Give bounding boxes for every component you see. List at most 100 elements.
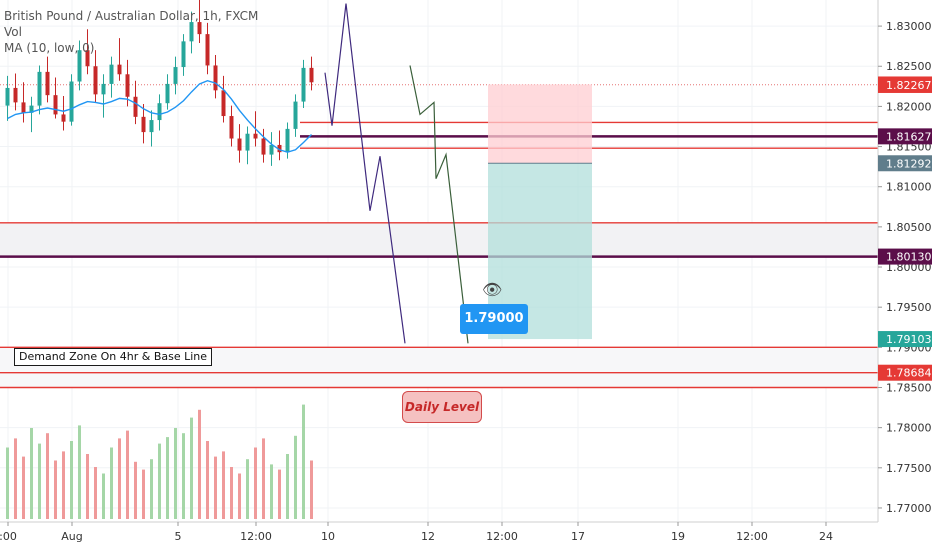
projection-arrows[interactable] xyxy=(324,3,469,344)
projection-arrow-purple xyxy=(324,3,406,344)
volume-bar xyxy=(30,428,33,519)
candle-body xyxy=(53,95,58,115)
candle-body xyxy=(245,133,250,151)
volume-bar xyxy=(14,438,17,519)
candle-body xyxy=(37,71,42,106)
volume-bar xyxy=(198,409,201,519)
candle-body xyxy=(61,114,66,122)
volume-bar xyxy=(86,454,89,519)
candle-body xyxy=(213,65,218,91)
volume-bar xyxy=(102,473,105,519)
candle-body xyxy=(101,83,106,95)
x-tick-label: :00 xyxy=(0,530,17,543)
volume-bar xyxy=(150,459,153,519)
volume-bar xyxy=(78,425,81,519)
candle-body xyxy=(229,116,234,139)
symbol-title: British Pound / Australian Dollar, 1h, F… xyxy=(4,9,259,23)
candle-body xyxy=(173,67,178,84)
candle-body xyxy=(133,96,138,117)
price-tag-label: 1.79103 xyxy=(886,333,932,346)
candle-body xyxy=(141,116,146,133)
time-axis[interactable]: :00 Aug 5 12:00 10 12 12:00 17 19 12:00 24 xyxy=(0,521,878,543)
volume-bar xyxy=(6,447,9,519)
candle-body xyxy=(261,138,266,155)
candle-body xyxy=(285,128,290,153)
volume-bar xyxy=(70,441,73,519)
volume-bar xyxy=(182,433,185,519)
volume-bar xyxy=(310,460,313,519)
volume-bar xyxy=(62,451,65,519)
candle-body xyxy=(109,64,114,84)
volume-bar xyxy=(294,435,297,519)
supply-zone-band xyxy=(0,222,878,257)
candle-body xyxy=(221,90,226,117)
volume-bar xyxy=(46,433,49,519)
x-tick-label: 19 xyxy=(671,530,685,543)
eye-icon[interactable]: 👁 xyxy=(482,280,503,299)
candle-body xyxy=(181,41,186,68)
price-tag-bg xyxy=(878,364,932,381)
volume-bar xyxy=(222,451,225,519)
x-tick-label: 5 xyxy=(175,530,182,543)
volume-bar xyxy=(142,469,145,519)
y-tick-label: 1.78500 xyxy=(886,381,932,394)
x-tick-label: 12:00 xyxy=(736,530,768,543)
daily-level-label[interactable]: Daily Level xyxy=(402,391,482,423)
candle-body xyxy=(197,22,202,35)
volume-bar xyxy=(286,454,289,519)
volume-bar xyxy=(38,443,41,519)
price-tag-label: 1.78684 xyxy=(886,367,932,380)
volume-bar xyxy=(174,428,177,519)
y-tick-label: 1.77000 xyxy=(886,502,932,515)
ma-polyline xyxy=(7,79,312,153)
stop-loss-area xyxy=(488,84,592,164)
price-tag-label: 1.80130 xyxy=(886,251,932,264)
y-tick-label: 1.83000 xyxy=(886,20,932,33)
volume-bar xyxy=(278,469,281,519)
price-tag-label: 1.81627 xyxy=(886,130,932,143)
candle-body xyxy=(29,105,34,113)
candle-body xyxy=(309,67,314,83)
volume-bar xyxy=(54,460,57,519)
volume-bar xyxy=(262,438,265,519)
short-position-tool[interactable] xyxy=(488,84,592,340)
x-tick-label: 17 xyxy=(571,530,585,543)
projection-arrow-green xyxy=(409,65,469,344)
demand-zone-label[interactable]: Demand Zone On 4hr & Base Line xyxy=(14,348,213,366)
candle-body xyxy=(77,50,82,82)
volume-bar xyxy=(254,447,257,519)
volume-bar xyxy=(158,443,161,519)
price-callout[interactable]: 1.79000 xyxy=(460,304,528,334)
y-tick-label: 1.78000 xyxy=(886,422,932,435)
x-tick-label: Aug xyxy=(61,530,82,543)
volume-bar xyxy=(110,447,113,519)
candle-body xyxy=(5,87,10,106)
volume-bar xyxy=(238,473,241,519)
volume-bar xyxy=(214,456,217,519)
volume-bar xyxy=(230,467,233,519)
candle-body xyxy=(125,74,130,97)
moving-average-line xyxy=(7,79,312,153)
volume-bar xyxy=(22,456,25,519)
chart-legend: British Pound / Australian Dollar, 1h, F… xyxy=(4,8,258,56)
candle-body xyxy=(45,71,50,96)
candle-body xyxy=(117,64,122,75)
candle-body xyxy=(93,66,98,95)
volume-bars xyxy=(6,404,313,519)
candle-body xyxy=(301,67,306,102)
candle-body xyxy=(13,87,18,103)
volume-bar xyxy=(206,441,209,519)
volume-bar xyxy=(166,437,169,519)
candle-body xyxy=(253,133,258,139)
price-tag-label: 1.81292 xyxy=(886,157,932,170)
chart-grid xyxy=(0,0,878,522)
price-tags: 1.822731.822671.816271.812921.801301.791… xyxy=(878,76,932,381)
candle-body xyxy=(237,138,242,151)
y-tick-label: 1.82500 xyxy=(886,60,932,73)
candle-body xyxy=(157,103,162,121)
y-tick-label: 1.81000 xyxy=(886,181,932,194)
x-tick-label: 12:00 xyxy=(240,530,272,543)
candle-body xyxy=(277,144,282,153)
ma-label: MA (10, low, 0) xyxy=(4,41,95,55)
